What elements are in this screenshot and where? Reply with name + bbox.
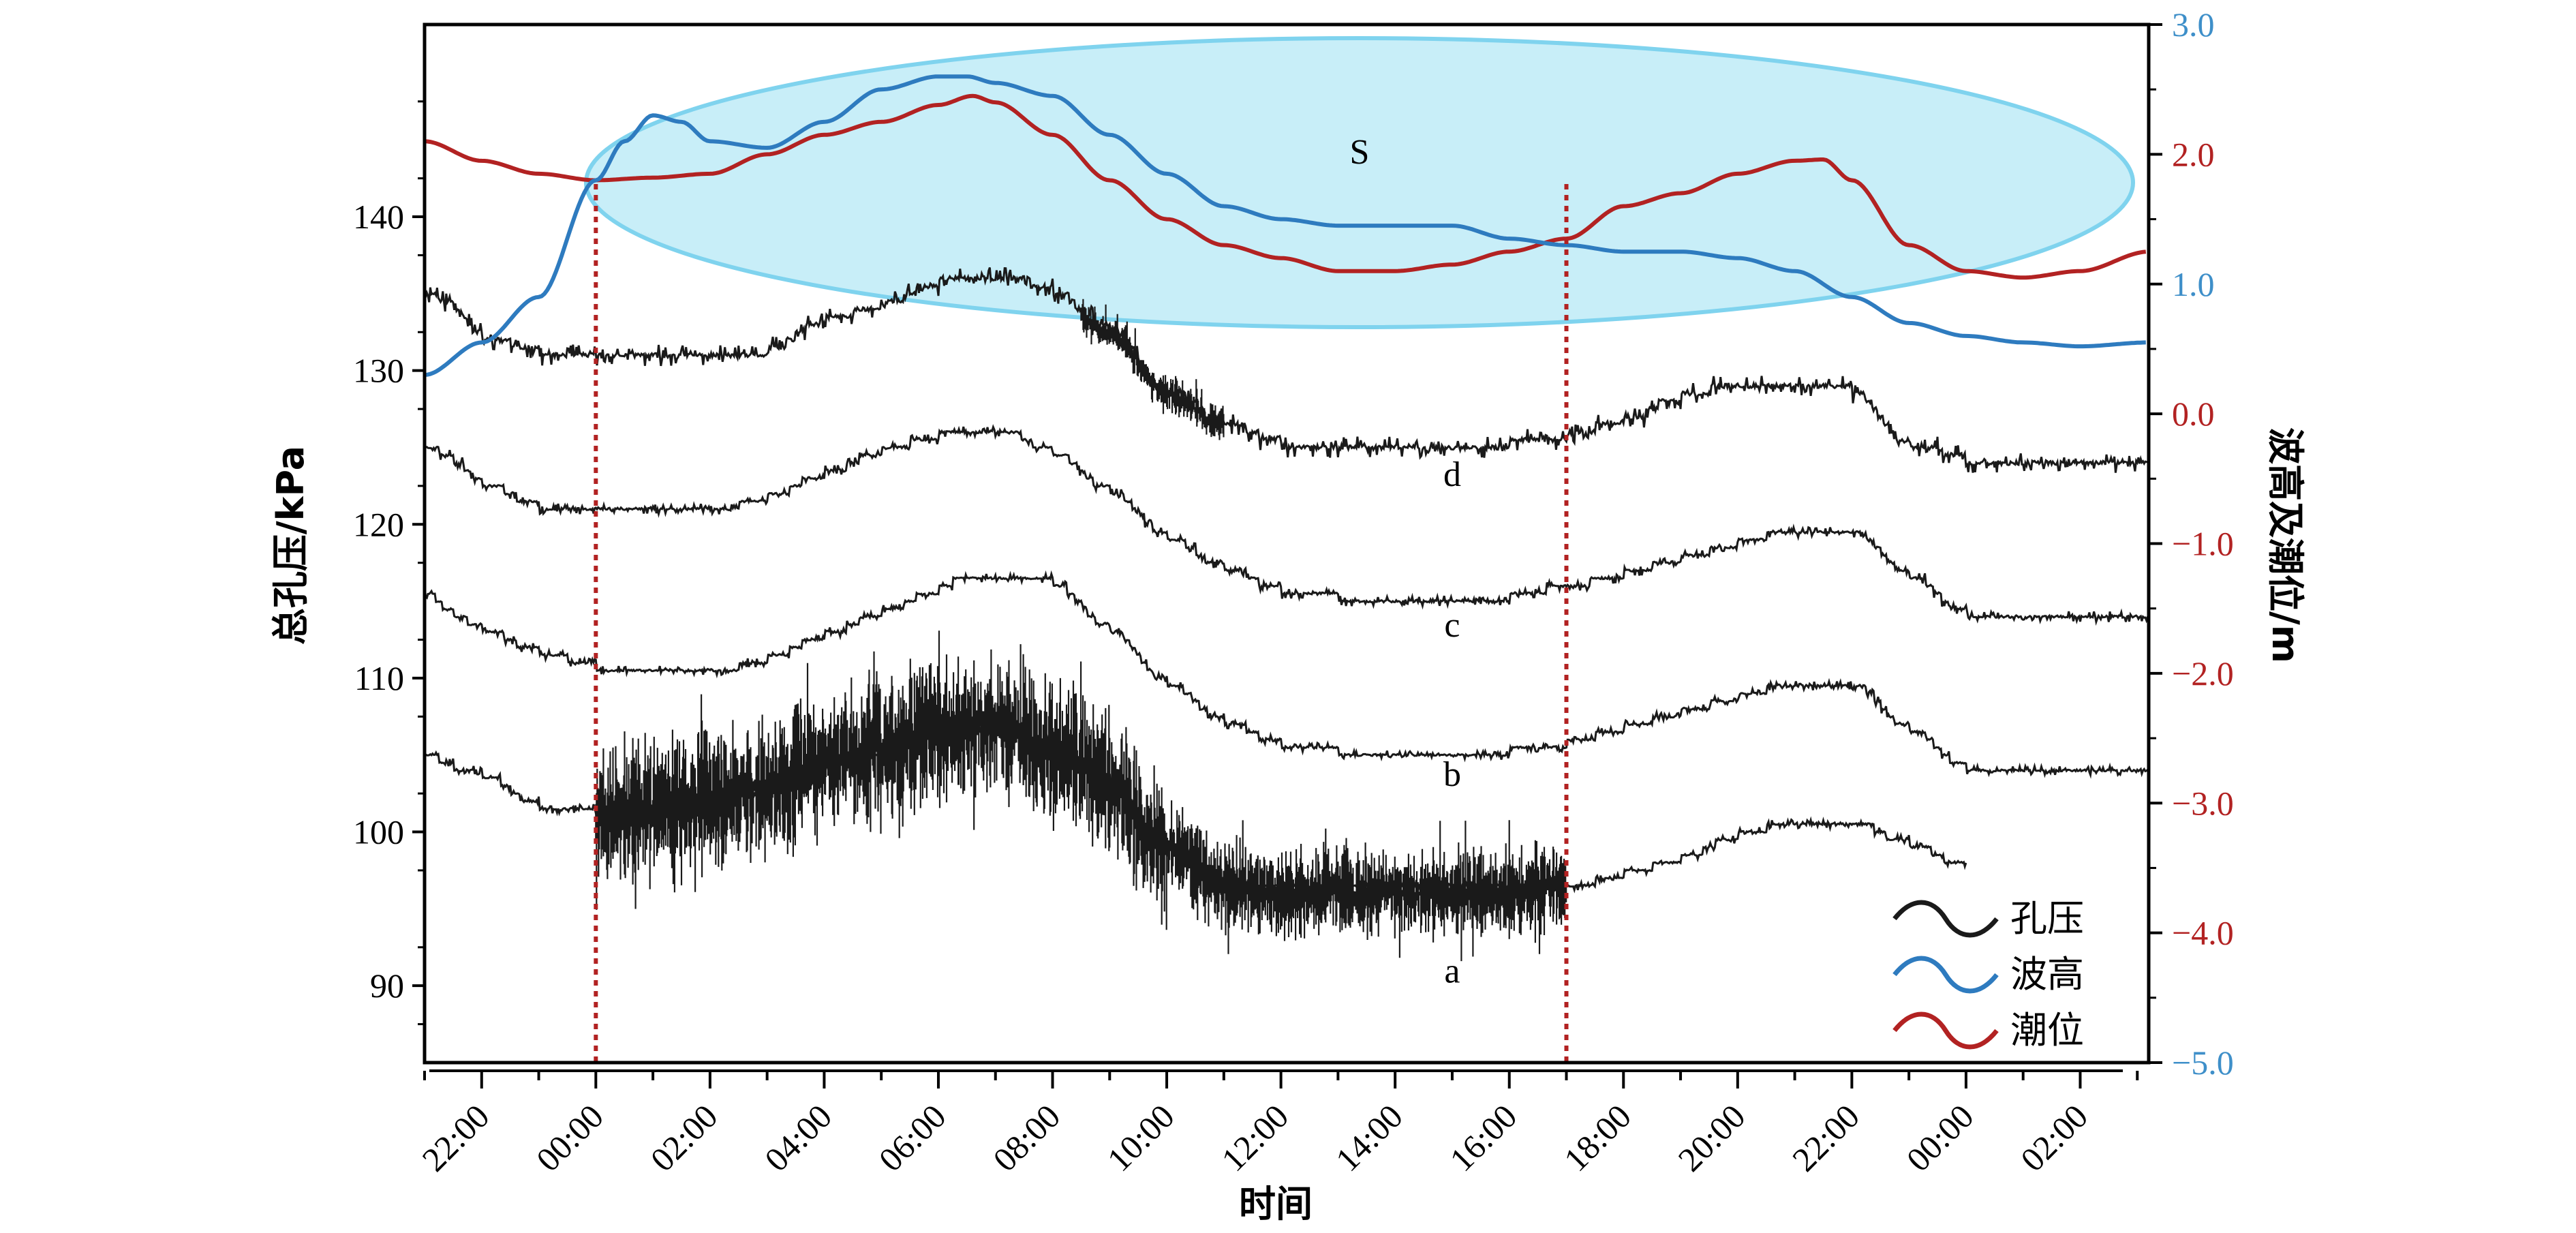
highlight-ellipse bbox=[584, 36, 2135, 329]
y-left-tick-label: 130 bbox=[353, 352, 404, 390]
legend-label: 波高 bbox=[2010, 953, 2084, 996]
pressure-line-b bbox=[423, 570, 2150, 779]
y-right-tick-label: −2.0 bbox=[2172, 654, 2234, 692]
x-tick-label: 02:00 bbox=[643, 1097, 725, 1178]
x-tick-label: 20:00 bbox=[1670, 1097, 1752, 1178]
legend-label: 潮位 bbox=[2010, 1009, 2084, 1052]
curve-label-a: a bbox=[1444, 952, 1460, 991]
x-tick-label: 14:00 bbox=[1328, 1097, 1410, 1178]
x-tick-label: 16:00 bbox=[1442, 1097, 1524, 1178]
curve-label-b: b bbox=[1443, 755, 1461, 794]
x-tick-label: 06:00 bbox=[872, 1097, 953, 1178]
x-tick-label: 22:00 bbox=[1785, 1097, 1867, 1178]
pressure-spikes-a bbox=[595, 630, 1167, 930]
x-tick-label: 12:00 bbox=[1214, 1097, 1295, 1178]
y-axis-right-title: 波高及潮位/m bbox=[2264, 427, 2307, 663]
y-left-tick-label: 100 bbox=[353, 813, 404, 851]
y-right-tick-label: 0.0 bbox=[2172, 395, 2215, 433]
y-right-tick-label: 2.0 bbox=[2172, 135, 2215, 173]
x-tick-label: 00:00 bbox=[529, 1097, 611, 1178]
x-tick-label: 08:00 bbox=[985, 1097, 1067, 1178]
y-left-tick-label: 120 bbox=[353, 505, 404, 543]
curve-label-c: c bbox=[1444, 606, 1460, 645]
y-axis-left-title: 总孔压/kPa bbox=[269, 446, 312, 645]
y-right-tick-label: −4.0 bbox=[2172, 914, 2234, 952]
y-left-tick-label: 110 bbox=[354, 659, 404, 697]
y-left-tick-label: 90 bbox=[370, 966, 404, 1005]
highlight-region: S bbox=[584, 36, 2135, 329]
y-right-tick-label: 3.0 bbox=[2172, 5, 2215, 44]
x-tick-label: 00:00 bbox=[1899, 1097, 1981, 1178]
x-axis-title: 时间 bbox=[1239, 1183, 1313, 1226]
legend-swatch bbox=[1892, 1011, 1999, 1050]
legend-label: 孔压 bbox=[2010, 897, 2084, 940]
tide-line bbox=[424, 93, 2147, 280]
y-right-tick-label: −1.0 bbox=[2172, 525, 2234, 563]
pressure-line-c bbox=[424, 424, 2150, 626]
y-right-tick-label: −3.0 bbox=[2172, 784, 2234, 822]
pressure-spikes-d bbox=[1080, 299, 1225, 440]
y-right-tick-label: −5.0 bbox=[2172, 1044, 2234, 1082]
x-tick-label: 18:00 bbox=[1557, 1097, 1638, 1178]
legend-swatch bbox=[1892, 956, 1999, 994]
x-tick-label: 02:00 bbox=[2013, 1097, 2095, 1178]
x-tick-label: 04:00 bbox=[757, 1097, 839, 1178]
legend-swatch bbox=[1892, 900, 1999, 938]
x-tick-label: 10:00 bbox=[1100, 1097, 1182, 1178]
pressure-spikes-a bbox=[1166, 800, 1567, 962]
event-lines bbox=[594, 184, 1569, 1063]
y-right-tick-label: 1.0 bbox=[2172, 265, 2215, 303]
curve-label-d: d bbox=[1443, 455, 1461, 494]
wave-height-line bbox=[424, 74, 2146, 377]
y-left-tick-label: 140 bbox=[353, 198, 404, 236]
x-tick-label: 22:00 bbox=[414, 1097, 496, 1178]
series-group bbox=[423, 74, 2150, 962]
pressure-line-d bbox=[423, 267, 2150, 473]
highlight-label: S bbox=[1350, 133, 1370, 172]
curve-labels: d c b a bbox=[1443, 455, 1461, 991]
